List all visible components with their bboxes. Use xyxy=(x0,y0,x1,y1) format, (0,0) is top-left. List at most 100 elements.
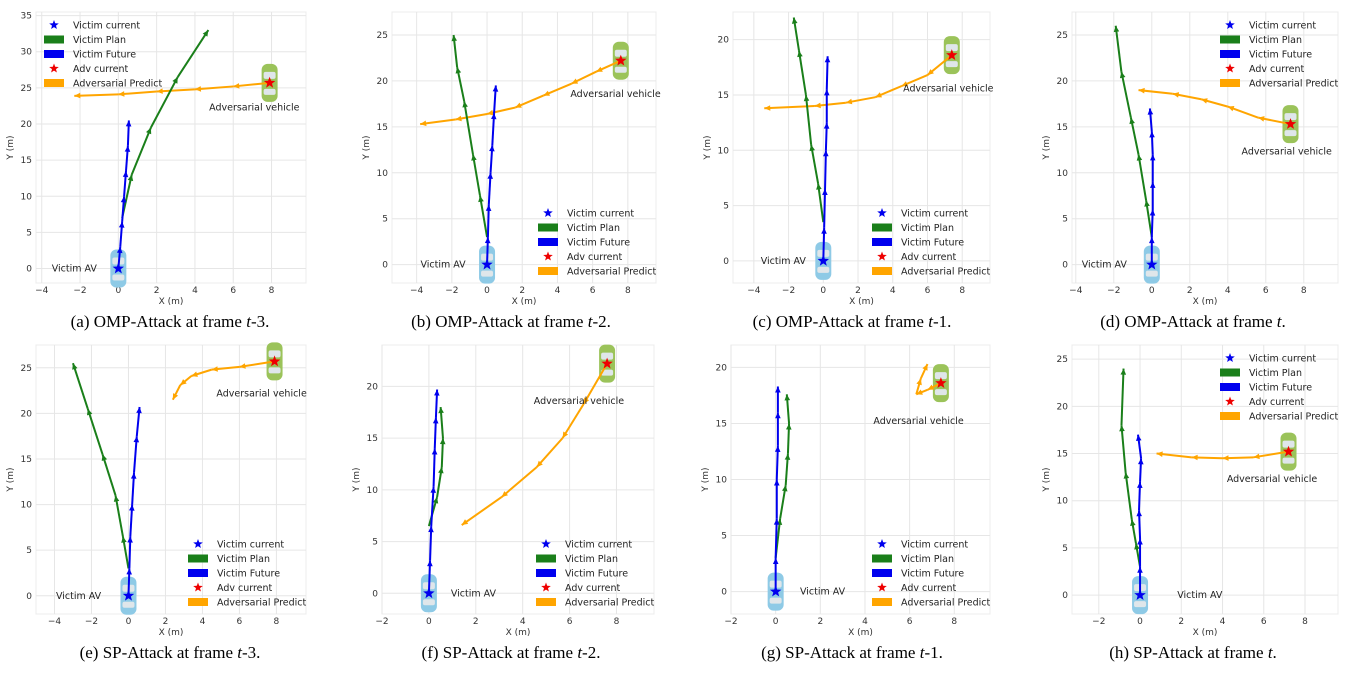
x-tick-label: 6 xyxy=(925,286,931,296)
y-tick-label: 20 xyxy=(718,36,730,46)
x-tick-label: 8 xyxy=(1301,286,1307,296)
victim-plan-path-arrowhead xyxy=(797,50,803,58)
car-windshield xyxy=(1282,440,1295,448)
victim-plan-path-arrowhead xyxy=(1144,200,1150,207)
legend: Victim current Victim Plan Victim Future Ad… xyxy=(188,539,307,609)
victim-plan-path-arrowhead xyxy=(113,495,120,502)
legend-star-icon xyxy=(1225,353,1235,362)
victim-plan-path-arrowhead xyxy=(462,101,468,108)
legend-star-icon xyxy=(877,582,887,592)
legend-label: Adversarial Predict xyxy=(73,79,163,90)
x-tick-label: −4 xyxy=(747,286,761,296)
victim-plan-path xyxy=(121,29,210,219)
y-tick-label: 25 xyxy=(377,31,388,41)
victim-future-path-segment xyxy=(823,188,827,228)
victim-plan-path-segment xyxy=(101,454,117,496)
victim-plan-path-segment xyxy=(72,362,89,410)
victim-plan-path-arrowhead xyxy=(1120,368,1127,375)
victim-plan-path-arrowhead xyxy=(782,485,788,492)
adversarial-predict-path-arrowhead xyxy=(562,431,569,439)
legend-label: Victim Future xyxy=(217,569,280,580)
x-tick-label: −4 xyxy=(48,617,62,627)
y-axis-label: Y (m) xyxy=(1042,135,1052,160)
car-rear-window xyxy=(1134,601,1147,608)
victim-future-path-arrowhead xyxy=(122,171,129,178)
victim-plan-path-arrowhead xyxy=(432,497,439,504)
victim-future-path-arrowhead xyxy=(1137,566,1143,573)
adversarial-predict-path-arrowhead xyxy=(180,379,187,386)
legend-star-icon xyxy=(193,582,203,592)
victim-future-path-arrowhead xyxy=(130,472,137,479)
victim-future-path-arrowhead xyxy=(491,113,497,120)
victim-plan-path-arrowhead xyxy=(478,195,484,203)
adversarial-predict-path-arrowhead xyxy=(583,397,590,404)
y-tick-label: 10 xyxy=(377,169,389,179)
adversarial-predict-path-arrowhead xyxy=(194,86,202,92)
victim-future-path-segment xyxy=(133,436,138,473)
legend-swatch xyxy=(536,554,556,563)
adversarial-predict-path xyxy=(461,363,608,526)
x-tick-label: 8 xyxy=(269,286,275,296)
y-axis-label: Y (m) xyxy=(352,467,362,492)
x-tick-label: 6 xyxy=(230,286,236,296)
x-tick-label: 6 xyxy=(567,617,573,627)
victim-future-path xyxy=(772,386,781,592)
legend-label: Adv current xyxy=(1249,397,1305,408)
adversarial-predict-path-arrowhead xyxy=(1191,454,1198,461)
victim-future-path-segment xyxy=(824,150,827,190)
victim-future-path-arrowhead xyxy=(116,246,123,254)
adversarial-predict-path-arrowhead xyxy=(191,371,198,377)
adversarial-predict-path-segment xyxy=(156,88,195,93)
x-tick-label: 0 xyxy=(126,617,132,627)
legend-swatch xyxy=(1220,383,1240,391)
victim-current-star xyxy=(112,262,124,274)
y-tick-label: 35 xyxy=(21,12,32,22)
victim-future-path-arrowhead xyxy=(427,560,433,567)
legend-label: Victim Plan xyxy=(565,554,618,565)
subplot-caption: (b) OMP-Attack at frame t-2. xyxy=(411,312,611,331)
victim-plan-path xyxy=(72,362,130,569)
adversarial-predict-path xyxy=(74,81,270,99)
y-tick-label: 20 xyxy=(1057,402,1069,412)
y-tick-label: 20 xyxy=(1057,77,1069,87)
adversarial-predict-path-arrowhead xyxy=(536,460,543,468)
y-tick-label: 10 xyxy=(716,476,728,486)
caption-variable: t xyxy=(588,312,594,331)
legend: Victim current Victim Plan Victim Future Ad… xyxy=(1220,353,1339,423)
legend-label: Adversarial Predict xyxy=(1249,79,1339,90)
victim-plan-path-arrowhead xyxy=(146,127,152,135)
plot-area xyxy=(391,11,657,284)
y-tick-label: 5 xyxy=(382,215,388,225)
adversarial-predict-path-arrowhead xyxy=(814,102,821,109)
caption-prefix: (e) SP-Attack at frame xyxy=(80,643,238,662)
annotation-label: Victim AV xyxy=(56,591,102,602)
legend-star-icon xyxy=(1225,20,1235,29)
adversarial-predict-path xyxy=(764,54,953,111)
victim-future-path-arrowhead xyxy=(492,85,499,92)
plot-area xyxy=(1071,344,1339,615)
victim-future-path-segment xyxy=(774,518,778,558)
victim-plan-path-arrowhead xyxy=(1123,472,1130,479)
victim-current-star xyxy=(423,587,435,599)
y-tick-label: 0 xyxy=(1062,261,1068,271)
adversarial-predict-path-segment xyxy=(233,81,270,88)
y-tick-label: 10 xyxy=(21,501,33,511)
victim-plan-path-segment xyxy=(114,495,124,537)
car-windshield xyxy=(945,44,958,52)
legend-label: Victim Plan xyxy=(1249,35,1302,46)
adversarial-predict-path-arrowhead xyxy=(927,384,935,390)
adversarial-predict-path-arrowhead xyxy=(1156,451,1163,457)
legend-label: Adversarial Predict xyxy=(565,598,655,609)
annotation-label: Victim AV xyxy=(800,587,846,598)
y-tick-label: 15 xyxy=(367,434,378,444)
caption-variable: t xyxy=(1277,312,1283,331)
victim-plan-path-segment xyxy=(817,183,825,223)
victim-current-star xyxy=(481,258,493,270)
victim-current-star xyxy=(1146,258,1158,270)
x-tick-label: −4 xyxy=(35,286,49,296)
victim-plan-path-arrowhead xyxy=(438,467,444,474)
legend-swatch xyxy=(188,598,208,606)
x-tick-label: 6 xyxy=(1261,617,1267,627)
subplot-caption: (h) SP-Attack at frame t. xyxy=(1109,643,1277,662)
legend-label: Victim current xyxy=(565,540,632,551)
